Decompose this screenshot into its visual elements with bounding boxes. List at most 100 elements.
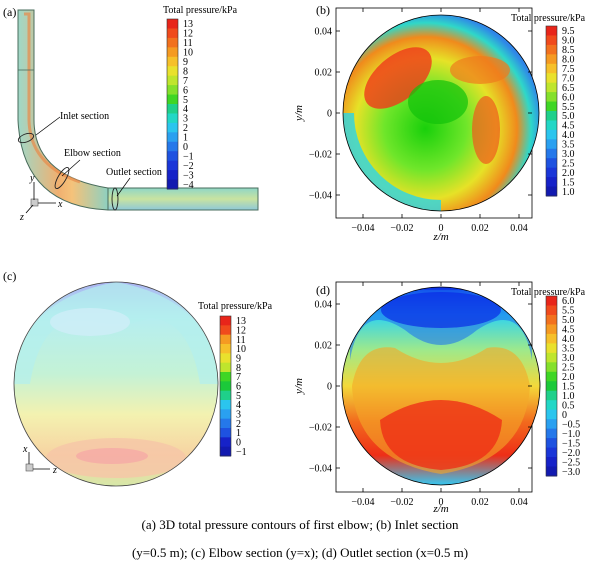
- x-axis-label: z/m: [432, 231, 448, 243]
- legend-swatch: [546, 457, 557, 468]
- legend-swatch: [220, 381, 231, 392]
- axis-ticks-b: −0.04 −0.02 0 0.02 0.04 0.04 0.02 0 −0.02 −0.04: [309, 8, 532, 234]
- x-tick-label: 0.02: [471, 497, 489, 508]
- legend-tick-label: 4: [236, 400, 241, 411]
- x-tick-label: 0.04: [510, 497, 528, 508]
- legend-swatch: [167, 170, 178, 181]
- legend-swatch: [220, 446, 231, 457]
- legend-swatch: [167, 94, 178, 105]
- legend-swatch: [546, 101, 557, 112]
- legend-tick-label: 2.5: [562, 363, 575, 374]
- legend-swatch: [167, 160, 178, 171]
- legend-tick-label: 7: [183, 76, 188, 87]
- axis-x-label: x: [57, 199, 63, 210]
- legend-swatch: [546, 305, 557, 316]
- legend-swatch: [546, 167, 557, 178]
- legend-swatch: [167, 132, 178, 143]
- legend-swatch: [546, 362, 557, 373]
- legend-tick-label: 5.0: [562, 111, 575, 122]
- legend-swatch: [167, 141, 178, 152]
- legend-tick-label: −3.0: [562, 467, 580, 478]
- legend-tick-label: 8.0: [562, 55, 575, 66]
- legend-swatch: [220, 390, 231, 401]
- legend-tick-label: 4.5: [562, 121, 575, 132]
- legend-tick-label: 1.5: [562, 177, 575, 188]
- legend-tick-label: 4.5: [562, 325, 575, 336]
- legend-swatch: [167, 104, 178, 114]
- legend-swatch: [220, 437, 231, 448]
- y-tick-label: 0.04: [315, 27, 333, 38]
- legend-tick-label: 2.0: [562, 372, 575, 383]
- contour-field-d: [342, 287, 540, 485]
- legend-tick-label: 6.5: [562, 83, 575, 94]
- legend-swatch: [220, 428, 231, 438]
- legend-tick-label: 8: [183, 66, 188, 77]
- legend-swatch: [546, 447, 557, 458]
- figure: (a) Inlet section Elbow section Outlet s…: [3, 3, 586, 515]
- legend-tick-label: 0: [562, 410, 567, 421]
- legend-swatch: [546, 111, 557, 121]
- legend-swatch: [546, 314, 557, 325]
- legend-tick-label: 12: [236, 326, 246, 337]
- legend-swatch: [546, 352, 557, 363]
- legend-swatch: [546, 390, 557, 401]
- legend-swatch: [546, 35, 557, 46]
- legend-tick-label: 6.0: [562, 296, 575, 307]
- legend-tick-label: 3.5: [562, 140, 575, 151]
- legend-swatch: [546, 466, 557, 477]
- contour-field-b: [343, 15, 539, 211]
- legend-swatch: [546, 381, 557, 392]
- legend-tick-label: 5.0: [562, 315, 575, 326]
- legend-tick-label: 4: [183, 104, 188, 115]
- legend-tick-label: 3.0: [562, 149, 575, 160]
- legend-tick-label: 10: [183, 48, 193, 59]
- elbow-section-label: Elbow section: [64, 148, 121, 159]
- legend-tick-label: 6: [183, 85, 188, 96]
- panel-a-3d-elbow: (a) Inlet section Elbow section Outlet s…: [3, 5, 259, 223]
- legend-swatch: [546, 343, 557, 354]
- legend-swatch: [167, 37, 178, 48]
- legend-swatch: [546, 186, 557, 197]
- legend-tick-label: 6.0: [562, 92, 575, 103]
- figure-caption-line-2: (y=0.5 m); (c) Elbow section (y=x); (d) …: [131, 545, 469, 560]
- legend-tick-label: 9: [183, 57, 188, 68]
- legend-tick-label: 7: [236, 372, 241, 383]
- legend-tick-label: 2: [236, 419, 241, 430]
- legend-swatch: [546, 324, 557, 335]
- legend-swatch: [167, 47, 178, 58]
- x-axis-label: z/m: [432, 503, 448, 515]
- pipe-annotations: Inlet section Elbow section Outlet secti…: [35, 111, 162, 197]
- legend-tick-label: −2.0: [562, 448, 580, 459]
- legend-tick-label: 5.5: [562, 306, 575, 317]
- x-tick-label: −0.04: [351, 223, 374, 234]
- x-tick-label: 0: [439, 223, 444, 234]
- legend-tick-label: −0.5: [562, 419, 580, 430]
- legend-swatch: [546, 54, 557, 65]
- panel-c-elbow-section: (c) x z Total pressure/kPa 1312111098765…: [3, 269, 273, 487]
- legend-swatch: [546, 139, 557, 150]
- legend-tick-label: 9.5: [562, 26, 575, 37]
- legend-tick-label: 1: [183, 133, 188, 144]
- legend-tick-label: 10: [236, 344, 246, 355]
- legend-d: 6.05.55.04.54.03.53.02.52.01.51.00.50−0.…: [545, 295, 580, 478]
- pipe-3d-contour: [17, 9, 259, 211]
- y-tick-label: −0.02: [309, 150, 332, 161]
- x-tick-label: 0.04: [510, 223, 528, 234]
- legend-tick-label: 5: [236, 391, 241, 402]
- legend-tick-label: 3.0: [562, 353, 575, 364]
- legend-swatch: [167, 19, 178, 29]
- legend-swatch: [167, 56, 178, 67]
- legend-swatch: [546, 419, 557, 430]
- legend-swatch: [546, 44, 557, 55]
- legend-tick-label: 8.5: [562, 45, 575, 56]
- legend-tick-label: 0: [236, 438, 241, 449]
- inlet-section-label: Inlet section: [60, 111, 109, 122]
- coordinate-triad-a: y x z: [19, 173, 63, 223]
- y-tick-label: 0: [327, 109, 332, 120]
- legend-b: 9.59.08.58.07.57.06.56.05.55.04.54.03.53…: [545, 25, 575, 198]
- legend-tick-label: 9: [236, 354, 241, 365]
- legend-tick-label: −1: [236, 447, 247, 458]
- axis-x-label: x: [22, 444, 28, 455]
- legend-swatch: [546, 82, 557, 93]
- x-tick-label: −0.02: [390, 223, 413, 234]
